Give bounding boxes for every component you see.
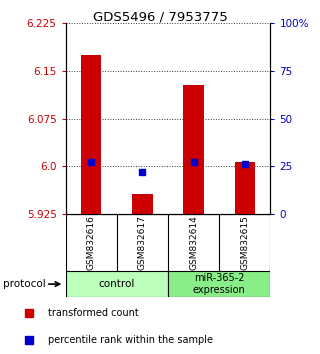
Text: GSM832615: GSM832615 <box>240 215 249 270</box>
Text: control: control <box>99 279 135 289</box>
Text: GDS5496 / 7953775: GDS5496 / 7953775 <box>92 11 228 24</box>
Text: protocol: protocol <box>3 279 46 289</box>
Bar <box>66 271 168 297</box>
Bar <box>81 55 101 214</box>
Bar <box>235 162 255 214</box>
Text: GSM832617: GSM832617 <box>138 215 147 270</box>
Text: percentile rank within the sample: percentile rank within the sample <box>48 335 213 345</box>
Text: GSM832614: GSM832614 <box>189 215 198 270</box>
Bar <box>132 194 153 214</box>
Text: miR-365-2
expression: miR-365-2 expression <box>193 273 245 295</box>
Bar <box>183 85 204 214</box>
Text: transformed count: transformed count <box>48 308 139 318</box>
Text: GSM832616: GSM832616 <box>87 215 96 270</box>
Bar <box>168 271 270 297</box>
